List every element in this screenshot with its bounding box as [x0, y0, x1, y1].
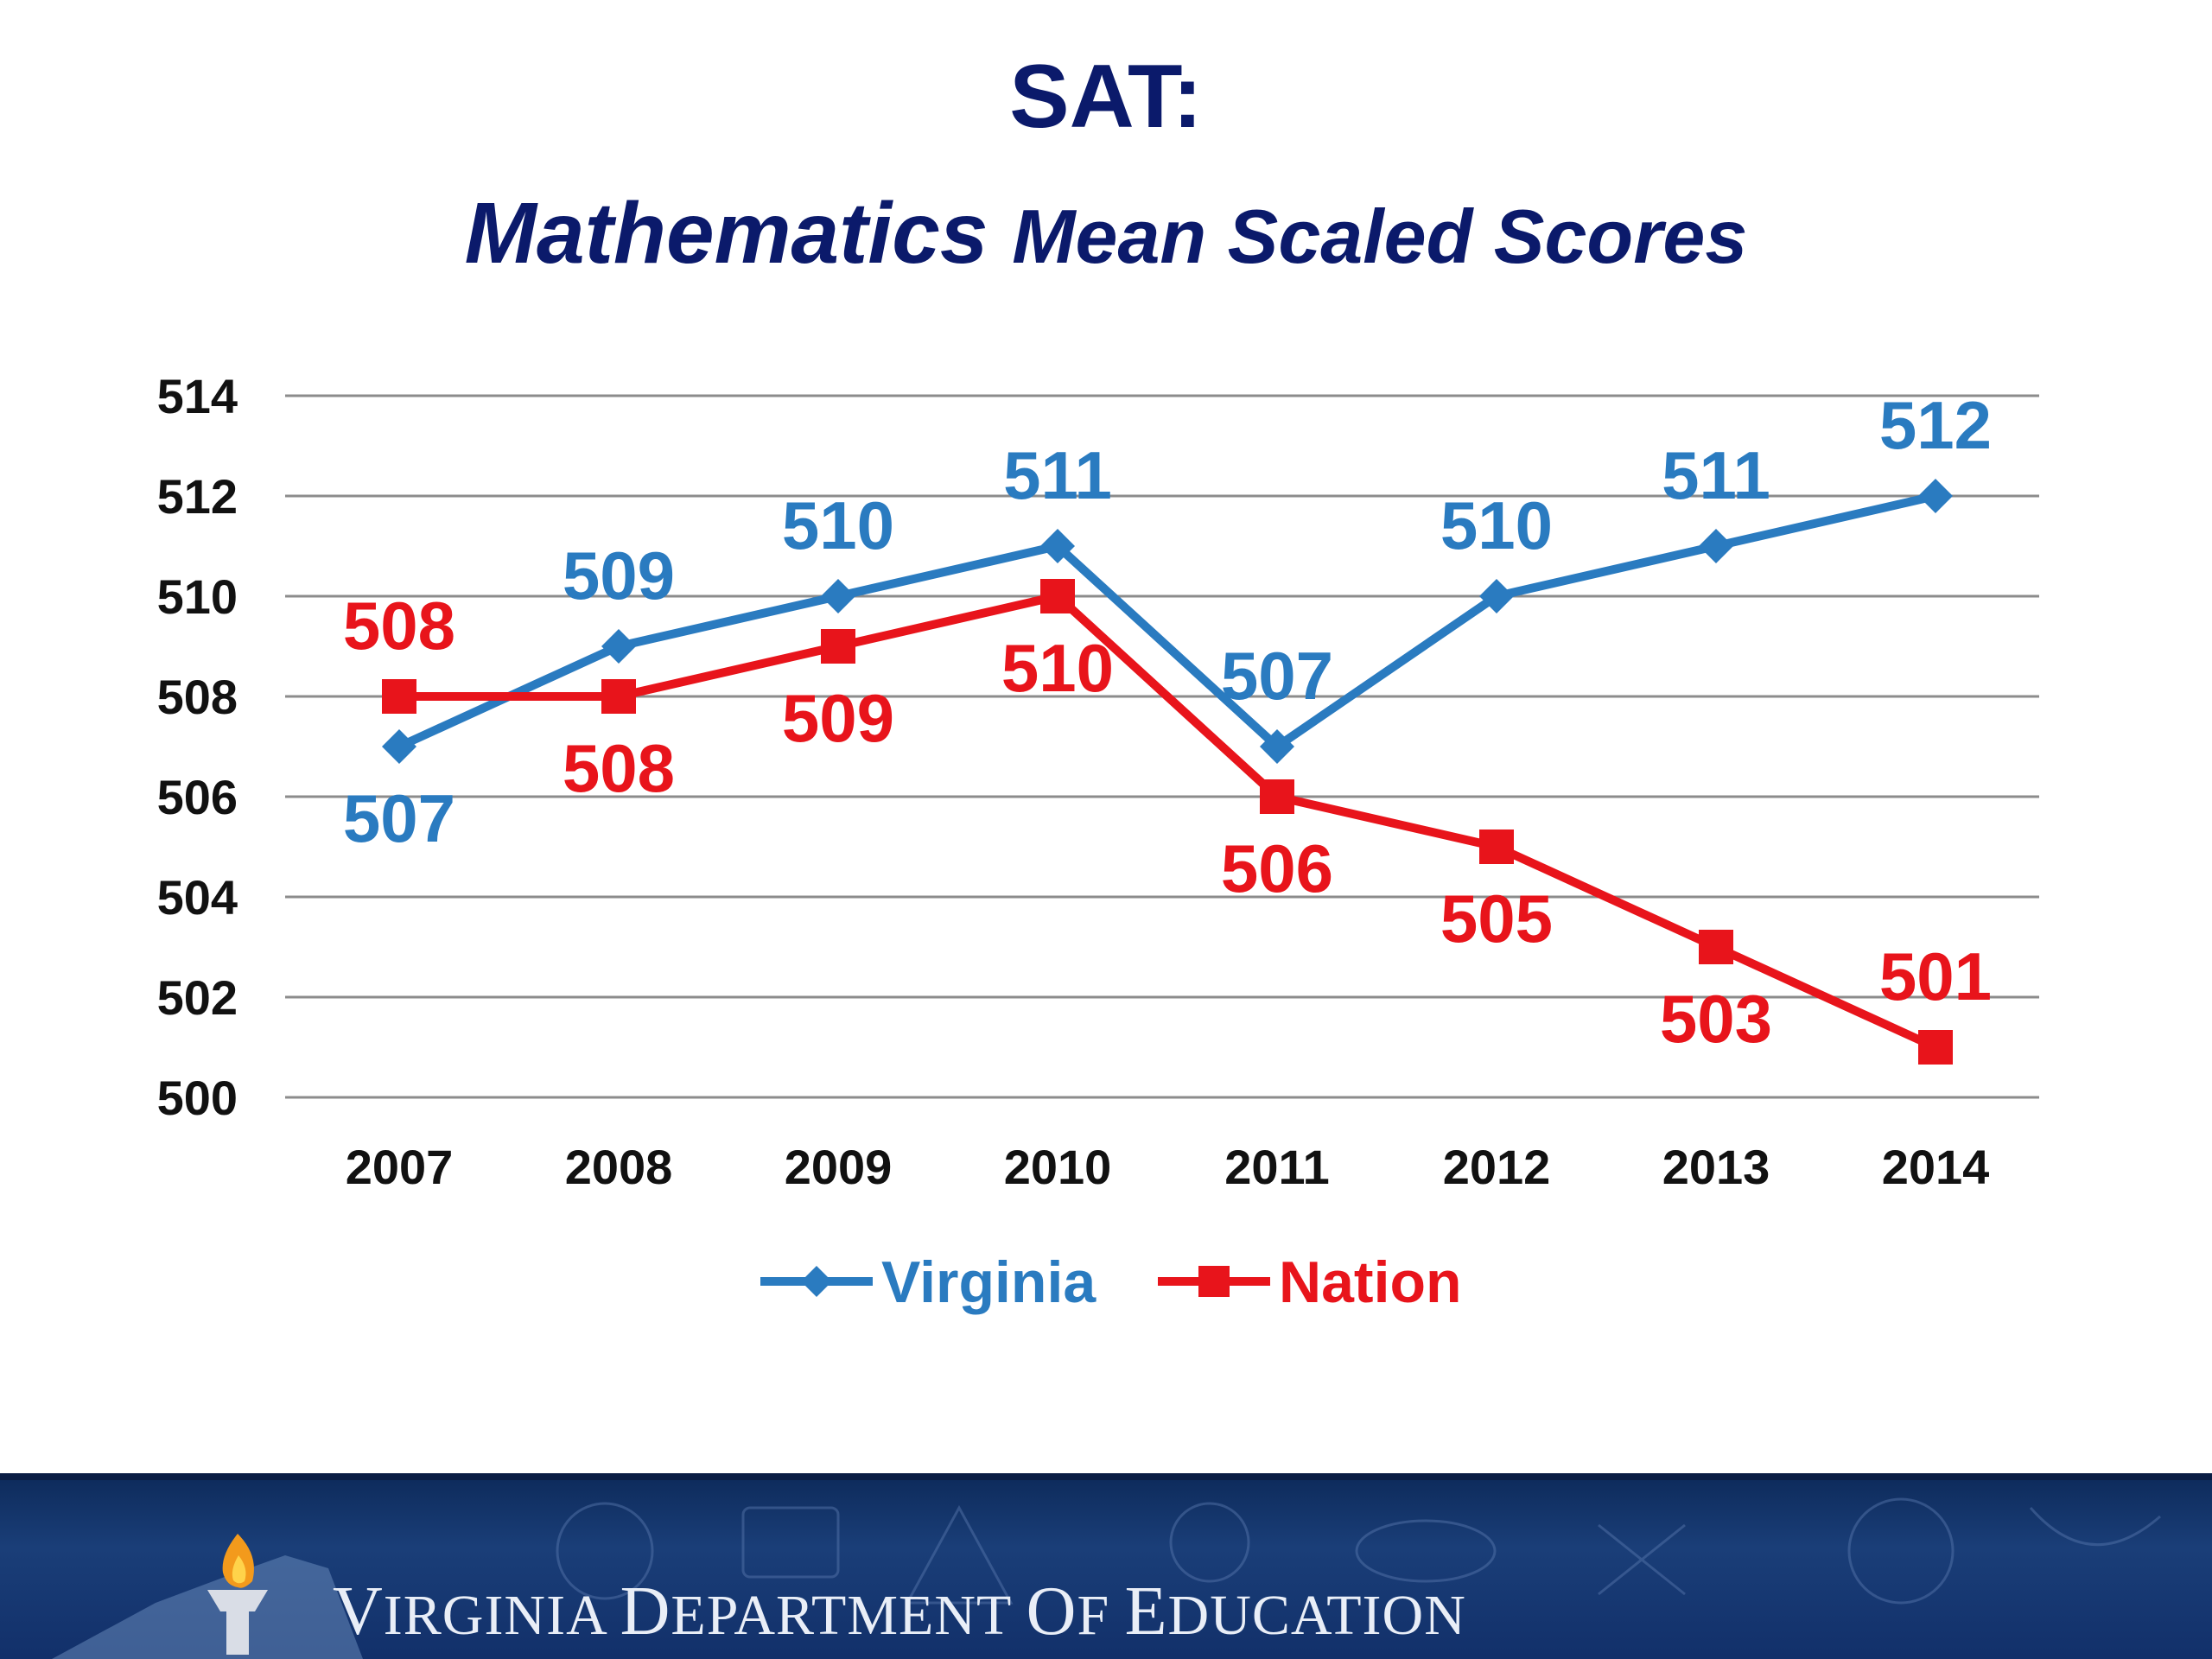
x-tick-label: 2009 — [785, 1140, 893, 1194]
data-label-virginia: 511 — [1003, 437, 1112, 513]
y-tick-label: 512 — [157, 469, 238, 524]
data-label-nation: 510 — [1001, 630, 1114, 706]
footer-banner: VIRGINIA DEPARTMENT OF EDUCATION — [0, 1473, 2212, 1659]
data-point-virginia — [1260, 729, 1294, 764]
data-point-virginia — [1479, 579, 1514, 613]
data-point-nation — [1918, 1030, 1953, 1065]
y-tick-label: 504 — [157, 870, 238, 925]
data-point-nation — [1040, 579, 1075, 613]
y-tick-label: 500 — [157, 1071, 238, 1125]
data-label-virginia: 510 — [1440, 487, 1553, 563]
data-label-nation: 508 — [563, 730, 675, 806]
data-label-nation: 508 — [343, 588, 455, 664]
data-point-virginia — [1040, 529, 1075, 563]
subtitle-emphasis: Mathematics — [464, 185, 988, 282]
legend-label-nation: Nation — [1279, 1249, 1462, 1315]
data-point-virginia — [1918, 479, 1953, 513]
slide-subtitle: Mathematics Mean Scaled Scores — [0, 190, 2212, 276]
data-point-nation — [382, 679, 416, 714]
data-point-nation — [1699, 930, 1733, 964]
y-tick-label: 508 — [157, 670, 238, 724]
data-label-virginia: 509 — [563, 537, 675, 613]
data-label-virginia: 507 — [1221, 638, 1333, 714]
x-tick-label: 2013 — [1662, 1140, 1770, 1194]
data-point-nation — [1479, 830, 1514, 864]
legend-marker-nation — [1198, 1266, 1230, 1297]
data-point-nation — [1260, 779, 1294, 814]
data-point-virginia — [382, 729, 416, 764]
data-label-virginia: 512 — [1879, 387, 1992, 463]
data-point-nation — [601, 679, 636, 714]
line-chart: 500 502 504 506 508 510 512 514 2007 2008 2009 2010… — [157, 369, 2039, 1315]
data-point-nation — [821, 629, 855, 664]
series-line-nation — [399, 591, 1938, 1052]
y-tick-label: 502 — [157, 970, 238, 1025]
data-label-nation: 501 — [1879, 938, 1992, 1014]
y-tick-label: 514 — [157, 369, 238, 423]
x-tick-label: 2012 — [1443, 1140, 1551, 1194]
footer-background-pattern — [0, 1473, 2212, 1659]
x-tick-label: 2008 — [565, 1140, 673, 1194]
x-tick-label: 2010 — [1004, 1140, 1112, 1194]
data-label-nation: 506 — [1221, 830, 1333, 906]
x-tick-label: 2007 — [346, 1140, 454, 1194]
data-label-nation: 509 — [782, 680, 894, 756]
y-tick-label: 510 — [157, 569, 238, 624]
subtitle-rest: Mean Scaled Scores — [1012, 194, 1748, 279]
data-label-virginia: 507 — [343, 780, 455, 856]
torch-icon — [207, 1534, 268, 1655]
x-tick-label: 2011 — [1224, 1140, 1330, 1194]
data-point-virginia — [821, 579, 855, 613]
data-point-virginia — [601, 629, 636, 664]
data-label-nation: 505 — [1440, 880, 1553, 957]
slide-title: SAT: — [1009, 47, 1203, 147]
legend-marker-virginia — [801, 1266, 832, 1297]
data-label-virginia: 510 — [782, 487, 894, 563]
data-label-nation: 503 — [1660, 981, 1772, 1057]
y-tick-label: 506 — [157, 770, 238, 824]
series-line-virginia — [397, 492, 1937, 753]
footer-org-name: VIRGINIA DEPARTMENT OF EDUCATION — [333, 1573, 1466, 1649]
data-label-virginia: 511 — [1662, 437, 1770, 513]
x-tick-label: 2014 — [1882, 1140, 1990, 1194]
data-point-virginia — [1699, 529, 1733, 563]
legend-label-virginia: Virginia — [881, 1249, 1096, 1315]
